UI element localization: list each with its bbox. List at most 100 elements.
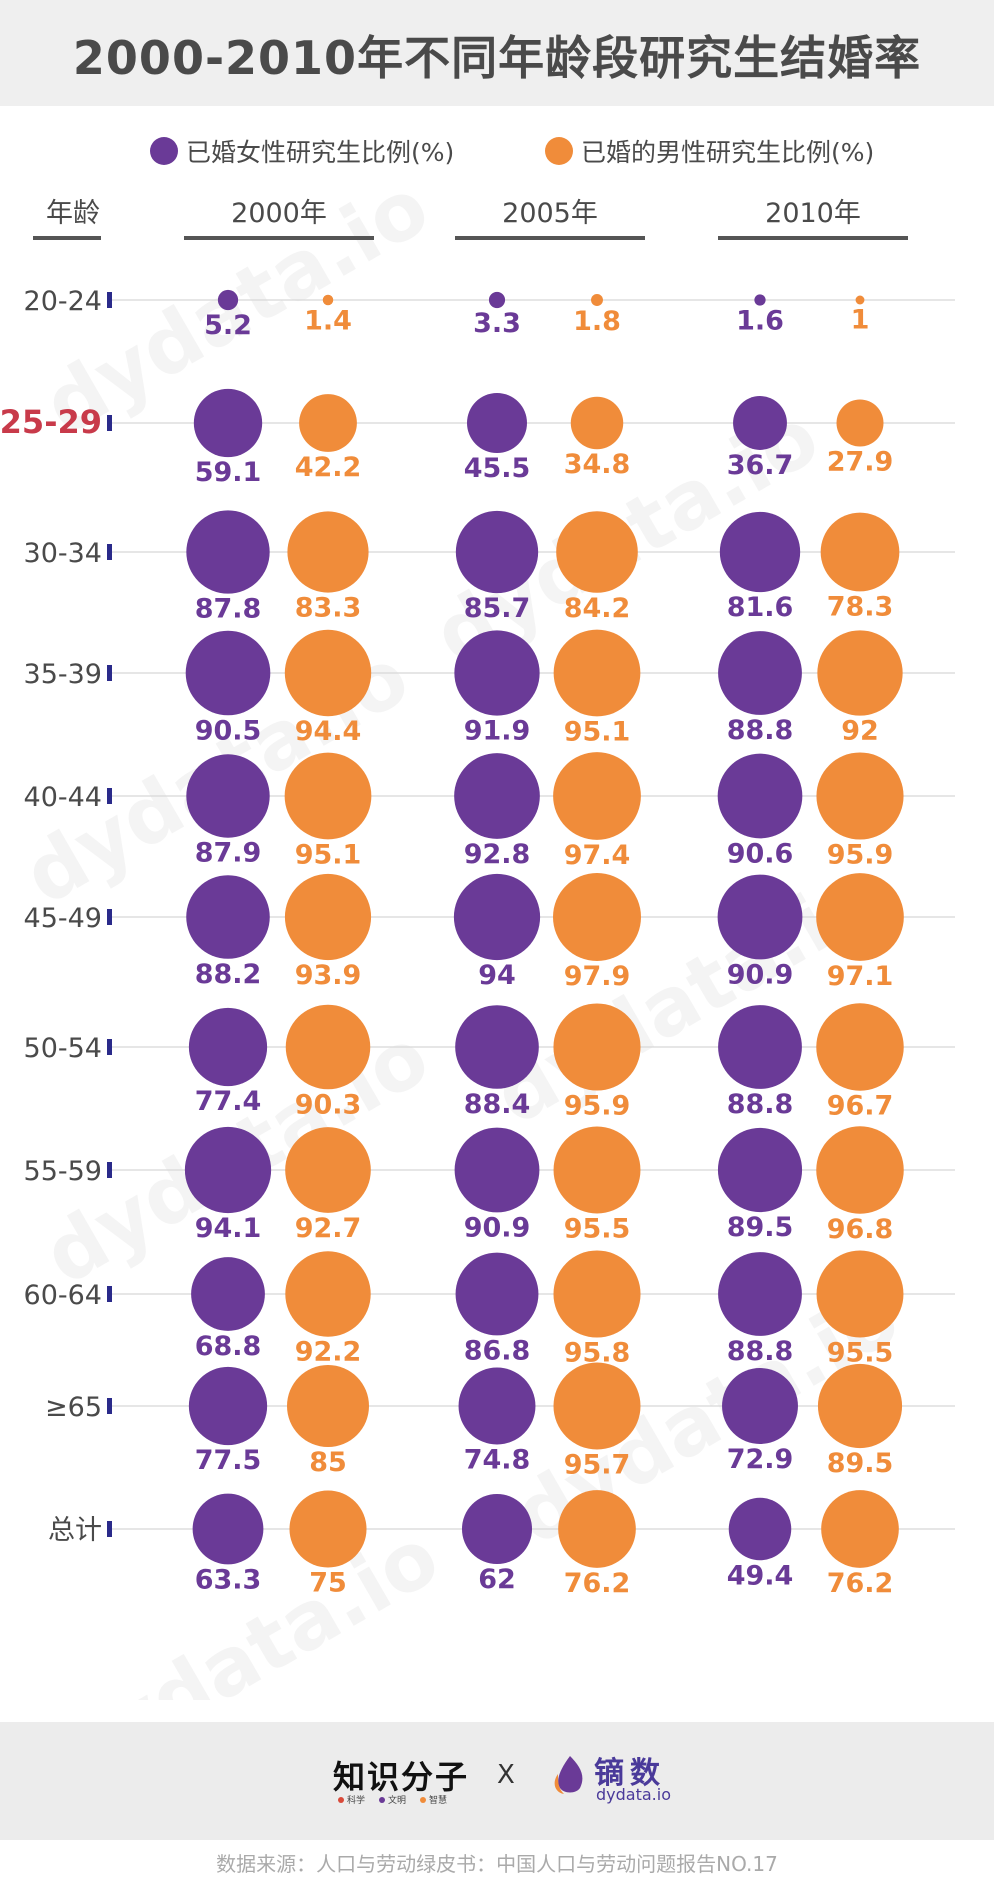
bubble: [455, 1252, 539, 1336]
bubble-value-label: 1.8: [573, 306, 621, 337]
bubble: [192, 1493, 264, 1565]
bubble-value-label: 95.9: [564, 1091, 631, 1122]
bubble: [754, 294, 766, 306]
bubble: [184, 1126, 272, 1214]
bubble: [455, 510, 539, 594]
bubble: [821, 1490, 899, 1568]
partner-logo: 知识分子: [333, 1758, 470, 1796]
bubble: [553, 629, 641, 717]
bubble-value-label: 81.6: [727, 592, 794, 623]
bubble: [817, 630, 903, 716]
bubble-value-label: 77.4: [195, 1086, 262, 1117]
bubble: [454, 753, 540, 839]
row-header-label: 年龄: [46, 198, 100, 229]
row-labels: 20-24 25-29 30-34 35-39 40-44 45-49 50-54 55-59…: [0, 286, 112, 1546]
bubble-value-label: 5.2: [204, 310, 252, 341]
bubble: [285, 1251, 371, 1337]
row-tick: [107, 1039, 112, 1055]
bubble-value-label: 77.5: [195, 1445, 262, 1476]
bubble: [570, 396, 624, 450]
legend-swatch-female: [150, 137, 178, 165]
bubble-value-label: 78.3: [827, 591, 894, 622]
bubble: [728, 1497, 792, 1561]
logo-separator: X: [497, 1760, 515, 1790]
row-tick: [107, 909, 112, 925]
bubble: [191, 1257, 265, 1331]
bubble-value-label: 97.9: [564, 961, 631, 992]
bubble-value-label: 88.2: [195, 959, 262, 990]
bubble: [285, 1127, 371, 1213]
bubble: [188, 1007, 268, 1087]
bubble: [556, 511, 638, 593]
bubble-value-label: 95.1: [295, 839, 362, 870]
bubble: [322, 294, 334, 306]
bubble-value-label: 86.8: [464, 1335, 531, 1366]
bubble-value-label: 75: [309, 1568, 347, 1599]
bubble-value-label: 92: [841, 716, 879, 747]
legend-item-female: 已婚女性研究生比例(%): [150, 136, 455, 167]
bubble-value-label: 90.9: [464, 1212, 531, 1243]
bubble: [454, 630, 540, 716]
row-tick: [107, 292, 112, 308]
row-tick: [107, 665, 112, 681]
year-header: 2005年: [502, 198, 598, 229]
bubble-value-label: 87.8: [195, 594, 262, 625]
bubble: [461, 1493, 533, 1565]
bubble: [284, 873, 372, 961]
bubble-value-label: 62: [478, 1564, 516, 1595]
bubble: [193, 388, 263, 458]
brand-url: dydata.io: [596, 1785, 671, 1804]
row-tick: [107, 788, 112, 804]
bubble-value-label: 83.3: [295, 593, 362, 624]
data-source: 数据来源：人口与劳动绿皮书：中国人口与劳动问题报告NO.17: [216, 1852, 778, 1876]
bubble: [553, 752, 641, 840]
bubble: [836, 399, 884, 447]
row-label: 总计: [48, 1515, 102, 1546]
bubble: [488, 291, 506, 309]
partner-tags: 科学 文明 智慧: [338, 1793, 447, 1806]
row-tick: [107, 1521, 112, 1537]
bubble-value-label: 95.5: [827, 1337, 894, 1368]
bubble-value-label: 85: [309, 1447, 347, 1478]
bubbles-layer: 5.2 59.1 87.8 90.5 87.9 88.2 77.4 94.1 68.8 77.5 6…: [184, 289, 904, 1599]
bubble: [186, 510, 270, 594]
bubble-value-label: 95.9: [827, 840, 894, 871]
legend-label-female: 已婚女性研究生比例(%): [186, 138, 455, 167]
bubble-value-label: 45.5: [464, 453, 531, 484]
row-label: ≥65: [45, 1392, 102, 1423]
row-label: 45-49: [24, 903, 102, 934]
row-label: 50-54: [24, 1033, 102, 1064]
bubble: [722, 1368, 798, 1444]
year-header: 2010年: [765, 198, 861, 229]
bubble: [284, 629, 372, 717]
bubble: [733, 396, 787, 450]
row-label: 60-64: [24, 1280, 102, 1311]
bubble-value-label: 95.1: [564, 716, 631, 747]
bubble-value-label: 90.3: [295, 1089, 362, 1120]
year-header: 2000年: [231, 198, 327, 229]
bubble-value-label: 88.8: [727, 1089, 794, 1120]
bubble-value-label: 94.1: [195, 1213, 262, 1244]
bubble: [188, 1366, 268, 1446]
bubble-value-label: 97.4: [564, 840, 631, 871]
bubble: [455, 1005, 539, 1089]
bubble-value-label: 94: [478, 960, 516, 991]
bubble: [820, 512, 900, 592]
partner-tag: 科学: [338, 1793, 365, 1806]
bubble: [553, 1250, 641, 1338]
bubble-value-label: 3.3: [473, 308, 521, 339]
bubble-value-label: 84.2: [564, 593, 631, 624]
bubble-value-label: 91.9: [464, 716, 531, 747]
bubble-value-label: 92.7: [295, 1213, 362, 1244]
bubble: [817, 1363, 903, 1449]
bubble-value-label: 76.2: [827, 1568, 894, 1599]
bubble-value-label: 89.5: [827, 1448, 894, 1479]
footer-band: [0, 1722, 994, 1840]
bubble-value-label: 88.8: [727, 715, 794, 746]
bubble: [717, 1127, 803, 1213]
bubble-value-label: 90.6: [727, 838, 794, 869]
bubble: [816, 752, 904, 840]
row-label: 20-24: [24, 286, 102, 317]
bubble-value-label: 63.3: [195, 1564, 262, 1595]
bubble-value-label: 90.5: [195, 715, 262, 746]
